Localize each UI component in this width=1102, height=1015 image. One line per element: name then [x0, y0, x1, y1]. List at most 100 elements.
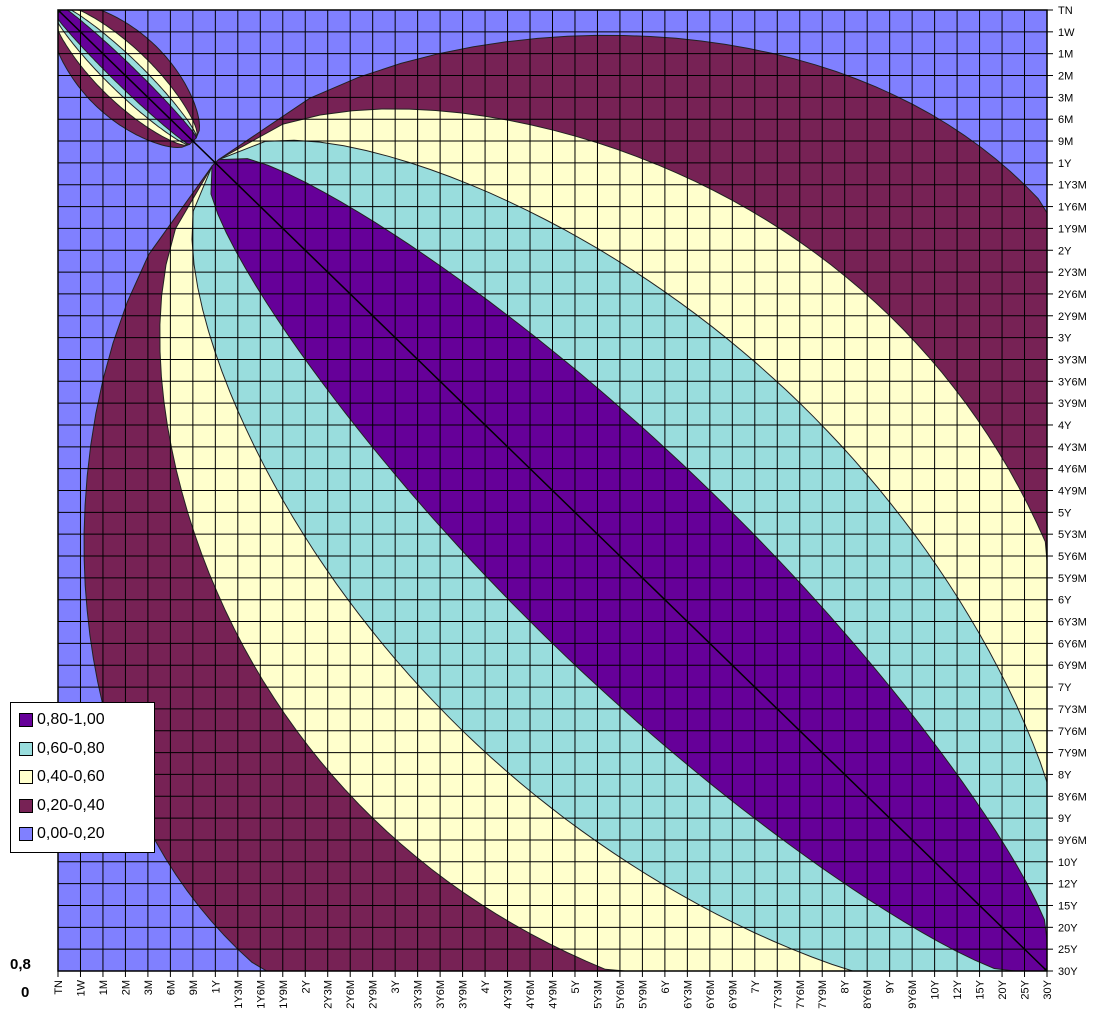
x-tick-label: 9M: [188, 980, 200, 995]
legend-swatch: [19, 713, 33, 727]
y-tick-label: 3Y: [1058, 333, 1072, 345]
legend-item: 0,80-1,00: [11, 706, 154, 735]
x-tick-label: 2Y9M: [368, 980, 380, 1009]
corner-label-bottom: 0: [21, 984, 29, 1001]
y-tick-label: 3Y9M: [1058, 398, 1087, 410]
x-tick-label: 6M: [165, 980, 177, 995]
x-tick-label: 7Y: [750, 979, 762, 993]
x-tick-label: 8Y: [840, 979, 852, 993]
y-tick-label: 20Y: [1058, 922, 1078, 934]
y-tick-label: 2Y: [1058, 245, 1072, 257]
x-tick-label: 6Y3M: [682, 980, 694, 1009]
y-tick-label: 9Y: [1058, 813, 1072, 825]
y-tick-labels: TN 1W 1M 2M 3M 6M 9M 1Y 1Y3M 1Y6M 1Y9M 2Y 2Y3M 2Y6M 2Y…: [1047, 5, 1087, 978]
x-tick-label: 1Y6M: [255, 980, 267, 1009]
legend-label: 0,00-0,20: [37, 825, 105, 843]
x-tick-label: 4Y9M: [548, 980, 560, 1009]
y-tick-label: 4Y3M: [1058, 442, 1087, 454]
x-tick-label: 3M: [143, 980, 155, 995]
y-tick-label: 9M: [1058, 136, 1073, 148]
x-tick-label: 7Y9M: [817, 980, 829, 1009]
legend-label: 0,20-0,40: [37, 797, 105, 815]
y-tick-label: 5Y9M: [1058, 573, 1087, 585]
y-tick-label: 2Y3M: [1058, 267, 1087, 279]
x-tick-label: 1Y9M: [278, 980, 290, 1009]
x-tick-label: 5Y: [570, 979, 582, 993]
y-tick-label: 2Y9M: [1058, 311, 1087, 323]
legend-swatch: [19, 799, 33, 813]
y-tick-label: 5Y: [1058, 507, 1072, 519]
x-tick-label: 1Y: [210, 979, 222, 993]
y-tick-label: 1W: [1058, 27, 1075, 39]
y-tick-label: 6M: [1058, 114, 1073, 126]
x-tick-label: 5Y6M: [615, 980, 627, 1009]
x-tick-label: 2M: [120, 980, 132, 995]
legend-item: 0,00-0,20: [11, 820, 154, 849]
x-tick-label: 20Y: [997, 979, 1009, 999]
x-tick-label: 9Y: [885, 979, 897, 993]
x-tick-label: 30Y: [1042, 979, 1054, 999]
y-tick-label: TN: [1058, 5, 1073, 17]
x-tick-label: 6Y: [660, 979, 672, 993]
legend-swatch: [19, 827, 33, 841]
y-tick-label: 8Y6M: [1058, 791, 1087, 803]
x-tick-label: 7Y3M: [772, 980, 784, 1009]
y-tick-label: 3M: [1058, 92, 1073, 104]
y-tick-label: 6Y3M: [1058, 617, 1087, 629]
x-tick-label: 6Y9M: [727, 980, 739, 1009]
y-tick-label: 4Y6M: [1058, 464, 1087, 476]
y-tick-label: 30Y: [1058, 966, 1078, 978]
x-tick-label: 4Y3M: [503, 980, 515, 1009]
x-tick-labels: TN 1W 1M 2M 3M 6M 9M 1Y 1Y3M 1Y6M 1Y9M 2Y 2Y3M 2Y6M 2Y…: [53, 971, 1054, 1009]
y-tick-label: 3Y6M: [1058, 376, 1087, 388]
x-tick-label: 2Y3M: [323, 980, 335, 1009]
legend-label: 0,40-0,60: [37, 768, 105, 786]
y-tick-label: 2M: [1058, 71, 1073, 83]
y-tick-label: 4Y9M: [1058, 486, 1087, 498]
y-tick-label: 1Y: [1058, 158, 1072, 170]
x-tick-label: 10Y: [930, 979, 942, 999]
y-tick-label: 1Y3M: [1058, 180, 1087, 192]
y-tick-label: 7Y9M: [1058, 748, 1087, 760]
y-tick-label: 5Y6M: [1058, 551, 1087, 563]
y-tick-label: 6Y9M: [1058, 660, 1087, 672]
legend-swatch: [19, 742, 33, 756]
x-tick-label: 1Y3M: [233, 980, 245, 1009]
legend-item: 0,60-0,80: [11, 735, 154, 764]
corner-label-top: 0,8: [10, 956, 31, 973]
x-tick-label: TN: [53, 980, 65, 995]
x-tick-label: 3Y6M: [435, 980, 447, 1009]
x-tick-label: 25Y: [1020, 979, 1032, 999]
y-tick-label: 3Y3M: [1058, 354, 1087, 366]
y-tick-label: 7Y6M: [1058, 726, 1087, 738]
legend-swatch: [19, 770, 33, 784]
legend-item: 0,40-0,60: [11, 763, 154, 792]
x-tick-label: 5Y3M: [592, 980, 604, 1009]
x-tick-label: 5Y9M: [637, 980, 649, 1009]
y-tick-label: 8Y: [1058, 769, 1072, 781]
y-tick-label: 4Y: [1058, 420, 1072, 432]
x-tick-label: 12Y: [952, 979, 964, 999]
y-tick-label: 7Y: [1058, 682, 1072, 694]
y-tick-label: 1M: [1058, 49, 1073, 61]
legend-item: 0,20-0,40: [11, 792, 154, 821]
x-tick-label: 1M: [98, 980, 110, 995]
legend-label: 0,60-0,80: [37, 740, 105, 758]
x-tick-label: 2Y: [300, 979, 312, 993]
y-tick-label: 12Y: [1058, 879, 1078, 891]
y-tick-label: 5Y3M: [1058, 529, 1087, 541]
y-tick-label: 6Y6M: [1058, 638, 1087, 650]
x-tick-label: 2Y6M: [345, 980, 357, 1009]
x-tick-label: 9Y6M: [907, 980, 919, 1009]
y-tick-label: 9Y6M: [1058, 835, 1087, 847]
legend-label: 0,80-1,00: [37, 711, 105, 729]
x-tick-label: 4Y6M: [525, 980, 537, 1009]
y-tick-label: 2Y6M: [1058, 289, 1087, 301]
x-tick-label: 3Y9M: [458, 980, 470, 1009]
y-tick-label: 15Y: [1058, 900, 1078, 912]
y-tick-label: 25Y: [1058, 944, 1078, 956]
y-tick-label: 10Y: [1058, 857, 1078, 869]
x-tick-label: 4Y: [480, 979, 492, 993]
y-tick-label: 1Y9M: [1058, 223, 1087, 235]
